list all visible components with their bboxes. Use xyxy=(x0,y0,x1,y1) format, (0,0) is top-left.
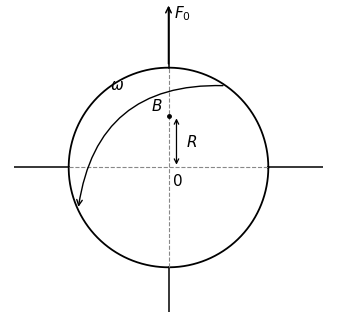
Text: $\omega$: $\omega$ xyxy=(110,78,124,93)
Text: $R$: $R$ xyxy=(186,134,197,150)
Text: $F_0$: $F_0$ xyxy=(175,5,191,24)
Text: $B$: $B$ xyxy=(151,98,162,114)
Text: 0: 0 xyxy=(174,175,183,189)
